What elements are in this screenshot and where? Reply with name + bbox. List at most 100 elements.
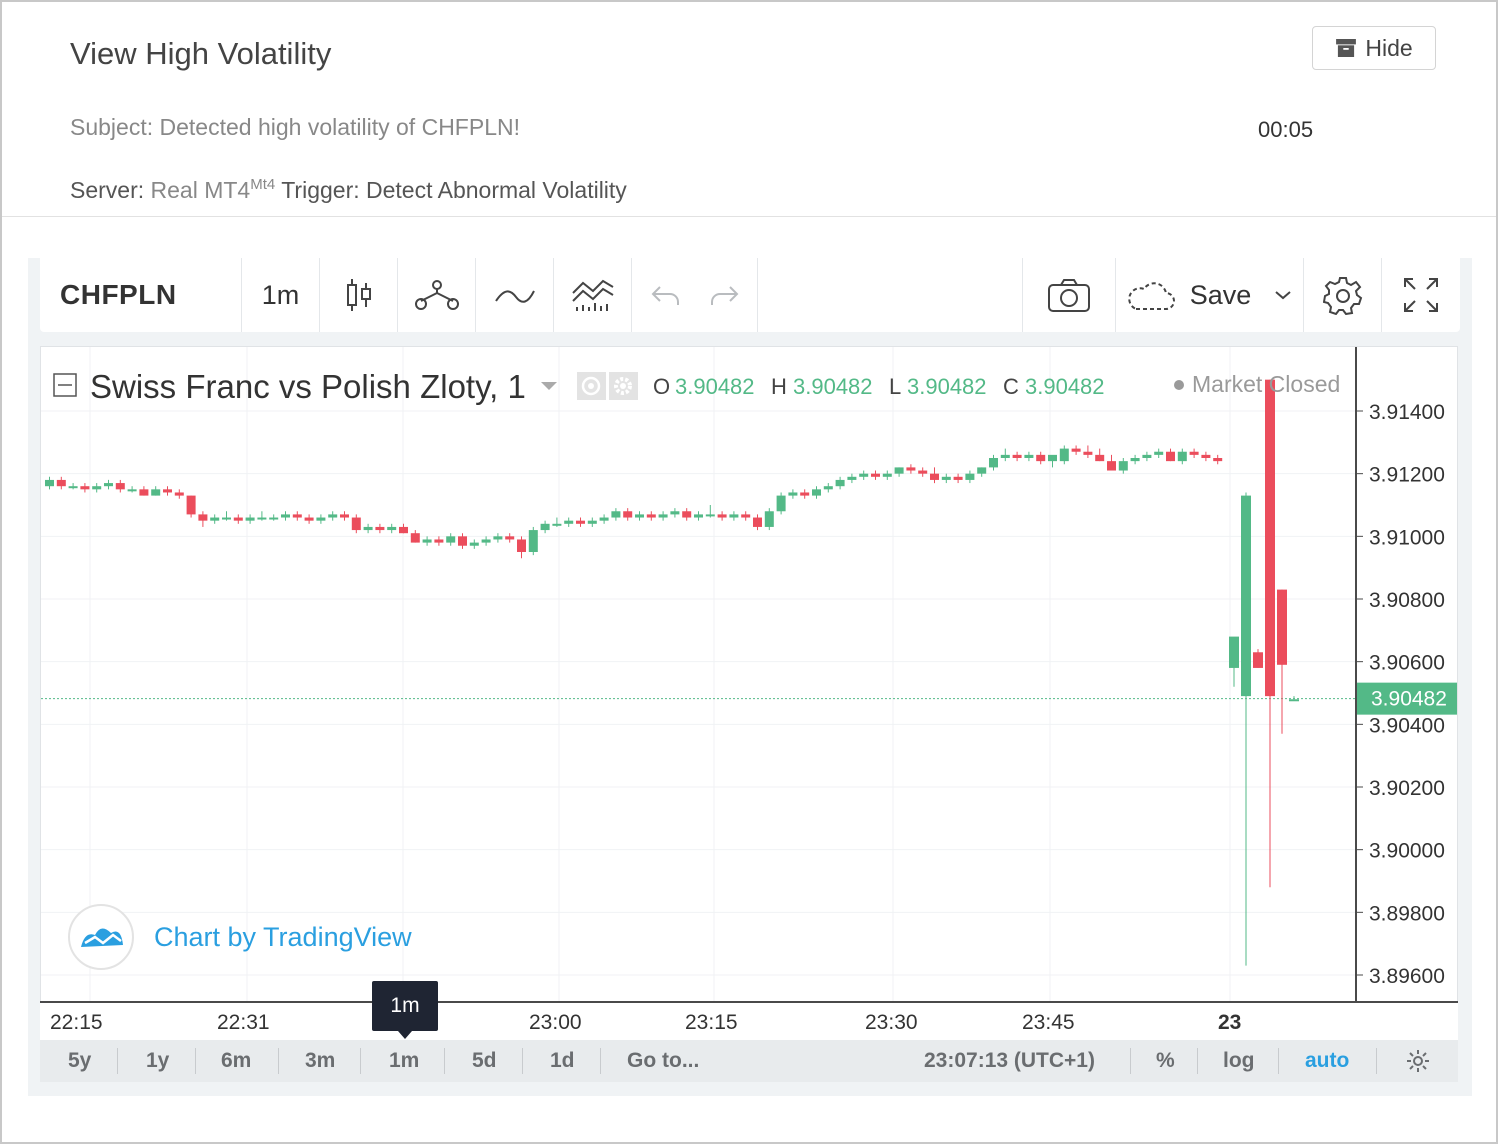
chevron-down-icon[interactable]	[1273, 289, 1293, 301]
candle	[139, 486, 149, 496]
candle	[930, 467, 939, 484]
candle-body	[646, 514, 656, 518]
range-6m[interactable]: 6m	[221, 1049, 252, 1072]
low-label: L	[889, 374, 901, 399]
candle	[1048, 454, 1057, 468]
last-price-tag: 3.90482	[1357, 682, 1457, 715]
time-axis[interactable]: 22:15 22:31 23:00 23:15 23:30 23:45 23	[40, 1001, 1458, 1040]
candle	[1107, 454, 1116, 471]
candle-body	[623, 511, 633, 518]
candle	[115, 479, 125, 493]
indicators-button[interactable]	[476, 258, 554, 332]
low-value: 3.90482	[907, 374, 987, 399]
hide-button[interactable]: Hide	[1312, 26, 1436, 70]
candle	[80, 483, 90, 493]
candle-body	[977, 467, 987, 474]
auto-toggle[interactable]: auto	[1305, 1049, 1350, 1072]
candle-body	[717, 514, 727, 518]
candle-body	[894, 467, 904, 474]
symbol-search[interactable]: CHFPLN	[40, 258, 242, 332]
log-toggle[interactable]: log	[1223, 1049, 1255, 1072]
candle	[800, 489, 810, 499]
candle-body	[517, 539, 526, 552]
candle	[127, 486, 137, 493]
chart-properties-button[interactable]	[1406, 1040, 1430, 1082]
candle	[552, 517, 562, 527]
candle-body	[1154, 451, 1164, 455]
candle-body	[694, 514, 703, 518]
time-tick-label: 22:31	[217, 1011, 270, 1034]
candle	[599, 514, 609, 524]
fullscreen-icon	[1404, 278, 1438, 312]
templates-icon	[571, 279, 614, 311]
fullscreen-button[interactable]	[1382, 258, 1460, 332]
save-button[interactable]: Save	[1116, 258, 1304, 332]
undo-redo-group	[632, 258, 758, 332]
svg-text:H: H	[771, 374, 787, 399]
chart-type-button[interactable]	[320, 258, 398, 332]
price-tick-label: 3.90800	[1369, 589, 1445, 612]
candle	[835, 476, 845, 490]
candle	[328, 511, 338, 521]
candle-body	[493, 536, 503, 540]
price-chart[interactable]: 3.91400 3.91200 3.91000 3.90800 3.90600 3.904…	[40, 346, 1458, 1002]
candle	[1154, 448, 1164, 458]
candle	[269, 514, 279, 521]
candle	[257, 511, 267, 521]
candle	[210, 514, 220, 524]
trigger-value: Detect Abnormal Volatility	[366, 177, 627, 203]
candle-body	[741, 514, 751, 518]
indicators-icon	[494, 290, 535, 303]
candle-body	[222, 517, 231, 520]
range-1d[interactable]: 1d	[550, 1049, 575, 1072]
templates-button[interactable]	[554, 258, 632, 332]
candle	[646, 511, 656, 521]
candle	[151, 486, 161, 496]
screenshot-button[interactable]	[1022, 258, 1116, 332]
range-3m[interactable]: 3m	[305, 1049, 336, 1072]
price-tick-label: 3.90200	[1369, 777, 1445, 800]
candle	[965, 470, 975, 484]
range-1y[interactable]: 1y	[146, 1049, 170, 1072]
candle-body	[871, 473, 880, 477]
compare-button[interactable]	[398, 258, 476, 332]
candle-body	[1095, 454, 1105, 462]
goto-date-button[interactable]: Go to...	[627, 1049, 700, 1072]
save-label: Save	[1189, 279, 1252, 310]
redo-icon[interactable]	[708, 283, 740, 307]
interval-selector[interactable]: 1m	[242, 258, 320, 332]
range-5d[interactable]: 5d	[472, 1049, 497, 1072]
candle	[1095, 448, 1105, 462]
candle-body	[989, 458, 998, 468]
candle-body	[599, 517, 609, 521]
legend-title: Swiss Franc vs Polish Zloty, 1	[90, 368, 526, 405]
range-1m[interactable]: 1m	[389, 1049, 420, 1072]
undo-icon[interactable]	[650, 283, 682, 307]
candle	[977, 467, 987, 477]
range-5y[interactable]: 5y	[68, 1049, 92, 1072]
alert-title: View High Volatility	[70, 36, 332, 71]
candle-body	[1118, 461, 1128, 471]
settings-button[interactable]	[1304, 258, 1382, 332]
candle	[1277, 589, 1287, 734]
compare-icon	[414, 280, 459, 310]
candle-body	[80, 486, 90, 490]
candle-body	[210, 517, 220, 521]
market-status-dot	[1174, 380, 1184, 390]
candle-body	[434, 539, 444, 543]
candle-body	[410, 533, 420, 543]
candle	[882, 470, 892, 480]
close-value: 3.90482	[1025, 374, 1105, 399]
candle-body	[257, 517, 267, 520]
candle	[1036, 451, 1046, 465]
chart-grid	[41, 347, 1356, 1001]
candle	[941, 473, 951, 484]
timezone-clock[interactable]: 23:07:13 (UTC+1)	[924, 1049, 1095, 1072]
price-tick-label: 3.89600	[1369, 965, 1445, 988]
svg-text:O: O	[653, 374, 670, 399]
chart-canvas[interactable]: 3.91400 3.91200 3.91000 3.90800 3.90600 3.904…	[41, 347, 1458, 1002]
price-tick-label: 3.90400	[1369, 714, 1445, 737]
percent-toggle[interactable]: %	[1156, 1049, 1175, 1072]
candle-body	[1229, 636, 1239, 668]
price-tick-label: 3.91200	[1369, 464, 1445, 487]
